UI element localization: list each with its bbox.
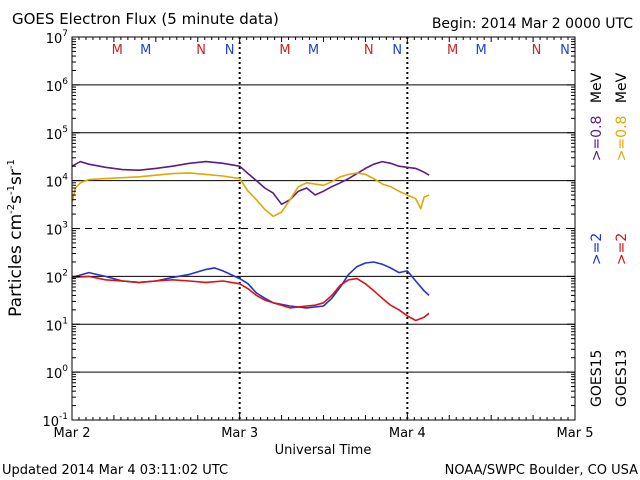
y-tick-power: -1 xyxy=(59,412,68,422)
legend-goes13-unit: MeV xyxy=(614,72,630,103)
marker-label-N: N xyxy=(225,43,235,58)
marker-label-M: M xyxy=(140,43,151,58)
y-tick-power: 0 xyxy=(62,364,68,374)
y-tick-label: 105 xyxy=(46,125,68,143)
legend-goes15-unit: MeV xyxy=(589,72,605,103)
legend-goes13-2mev: >=2 xyxy=(614,233,630,265)
y-axis-label-mid2: sr xyxy=(6,169,26,185)
x-tick-label: Mar 5 xyxy=(557,426,594,441)
y-tick-power: 3 xyxy=(62,221,68,231)
marker-label-N: N xyxy=(560,43,570,58)
y-tick-label: 103 xyxy=(46,221,68,239)
x-tick-label: Mar 4 xyxy=(389,426,426,441)
y-tick-power: 4 xyxy=(62,173,68,183)
y-axis-label-exp3: -1 xyxy=(6,159,17,169)
legend-goes15-08mev: >=0.8 xyxy=(589,116,605,162)
marker-label-M: M xyxy=(279,43,290,58)
y-tick-power: 2 xyxy=(62,268,68,278)
y-tick-mantissa: 10 xyxy=(46,128,63,143)
x-axis-label: Universal Time xyxy=(275,443,372,458)
y-tick-mantissa: 10 xyxy=(46,176,63,191)
x-tick-label: Mar 3 xyxy=(221,426,258,441)
legend-goes15-sat: GOES15 xyxy=(589,350,605,407)
series-line-2 xyxy=(71,261,430,309)
y-axis-label-mid1: s xyxy=(6,195,26,204)
gridlines xyxy=(72,84,575,373)
updated-timestamp: Updated 2014 Mar 4 03:11:02 UTC xyxy=(2,463,228,478)
chart-title: GOES Electron Flux (5 minute data) xyxy=(12,10,279,28)
y-tick-power: 6 xyxy=(62,77,68,87)
marker-label-N: N xyxy=(196,43,206,58)
data-series xyxy=(71,160,430,322)
y-tick-label: 100 xyxy=(46,364,69,382)
y-tick-mantissa: 10 xyxy=(46,32,63,47)
y-axis-label-main: Particles cm xyxy=(6,214,26,317)
y-tick-power: 1 xyxy=(62,316,68,326)
y-axis-label-exp1: -2 xyxy=(6,204,17,214)
marker-label-M: M xyxy=(308,43,319,58)
y-tick-mantissa: 10 xyxy=(42,415,59,430)
y-tick-power: 5 xyxy=(62,125,68,135)
marker-label-M: M xyxy=(447,43,458,58)
legend-goes13-08mev: >=0.8 xyxy=(614,116,630,162)
y-tick-power: 7 xyxy=(62,29,68,39)
marker-label-N: N xyxy=(364,43,374,58)
legend-goes15-2mev: >=2 xyxy=(589,233,605,265)
y-tick-label: 102 xyxy=(46,268,68,286)
legend-goes13: GOES13 >=2 >=0.8 MeV xyxy=(614,72,630,407)
y-tick-mantissa: 10 xyxy=(46,319,63,334)
x-tick-label: Mar 2 xyxy=(54,426,91,441)
y-axis-label-exp2: -1 xyxy=(6,185,17,195)
marker-label-M: M xyxy=(475,43,486,58)
y-tick-label: 106 xyxy=(46,77,69,95)
credit-label: NOAA/SWPC Boulder, CO USA xyxy=(445,463,638,478)
begin-label: Begin: 2014 Mar 2 0000 UTC xyxy=(432,16,633,32)
day-markers xyxy=(238,37,409,420)
series-line-0 xyxy=(71,160,430,206)
y-tick-mantissa: 10 xyxy=(46,271,63,286)
marker-label-M: M xyxy=(112,43,123,58)
y-axis-label: Particles cm-2s-1sr-1 xyxy=(6,159,26,317)
x-axis-ticks: Mar 2 Mar 3 Mar 4 Mar 5 xyxy=(54,37,594,441)
marker-label-N: N xyxy=(392,43,402,58)
y-tick-mantissa: 10 xyxy=(46,80,63,95)
series-line-1 xyxy=(71,172,430,218)
y-tick-mantissa: 10 xyxy=(46,224,63,239)
legend-goes15: GOES15 >=2 >=0.8 MeV xyxy=(589,72,605,407)
legend-goes13-sat: GOES13 xyxy=(614,350,630,407)
y-tick-label: 101 xyxy=(46,316,68,334)
series-line-3 xyxy=(71,275,430,322)
y-tick-mantissa: 10 xyxy=(46,367,63,382)
marker-label-N: N xyxy=(532,43,542,58)
y-tick-label: 10-1 xyxy=(42,412,68,430)
y-tick-label: 107 xyxy=(46,29,68,47)
y-tick-label: 104 xyxy=(46,173,69,191)
